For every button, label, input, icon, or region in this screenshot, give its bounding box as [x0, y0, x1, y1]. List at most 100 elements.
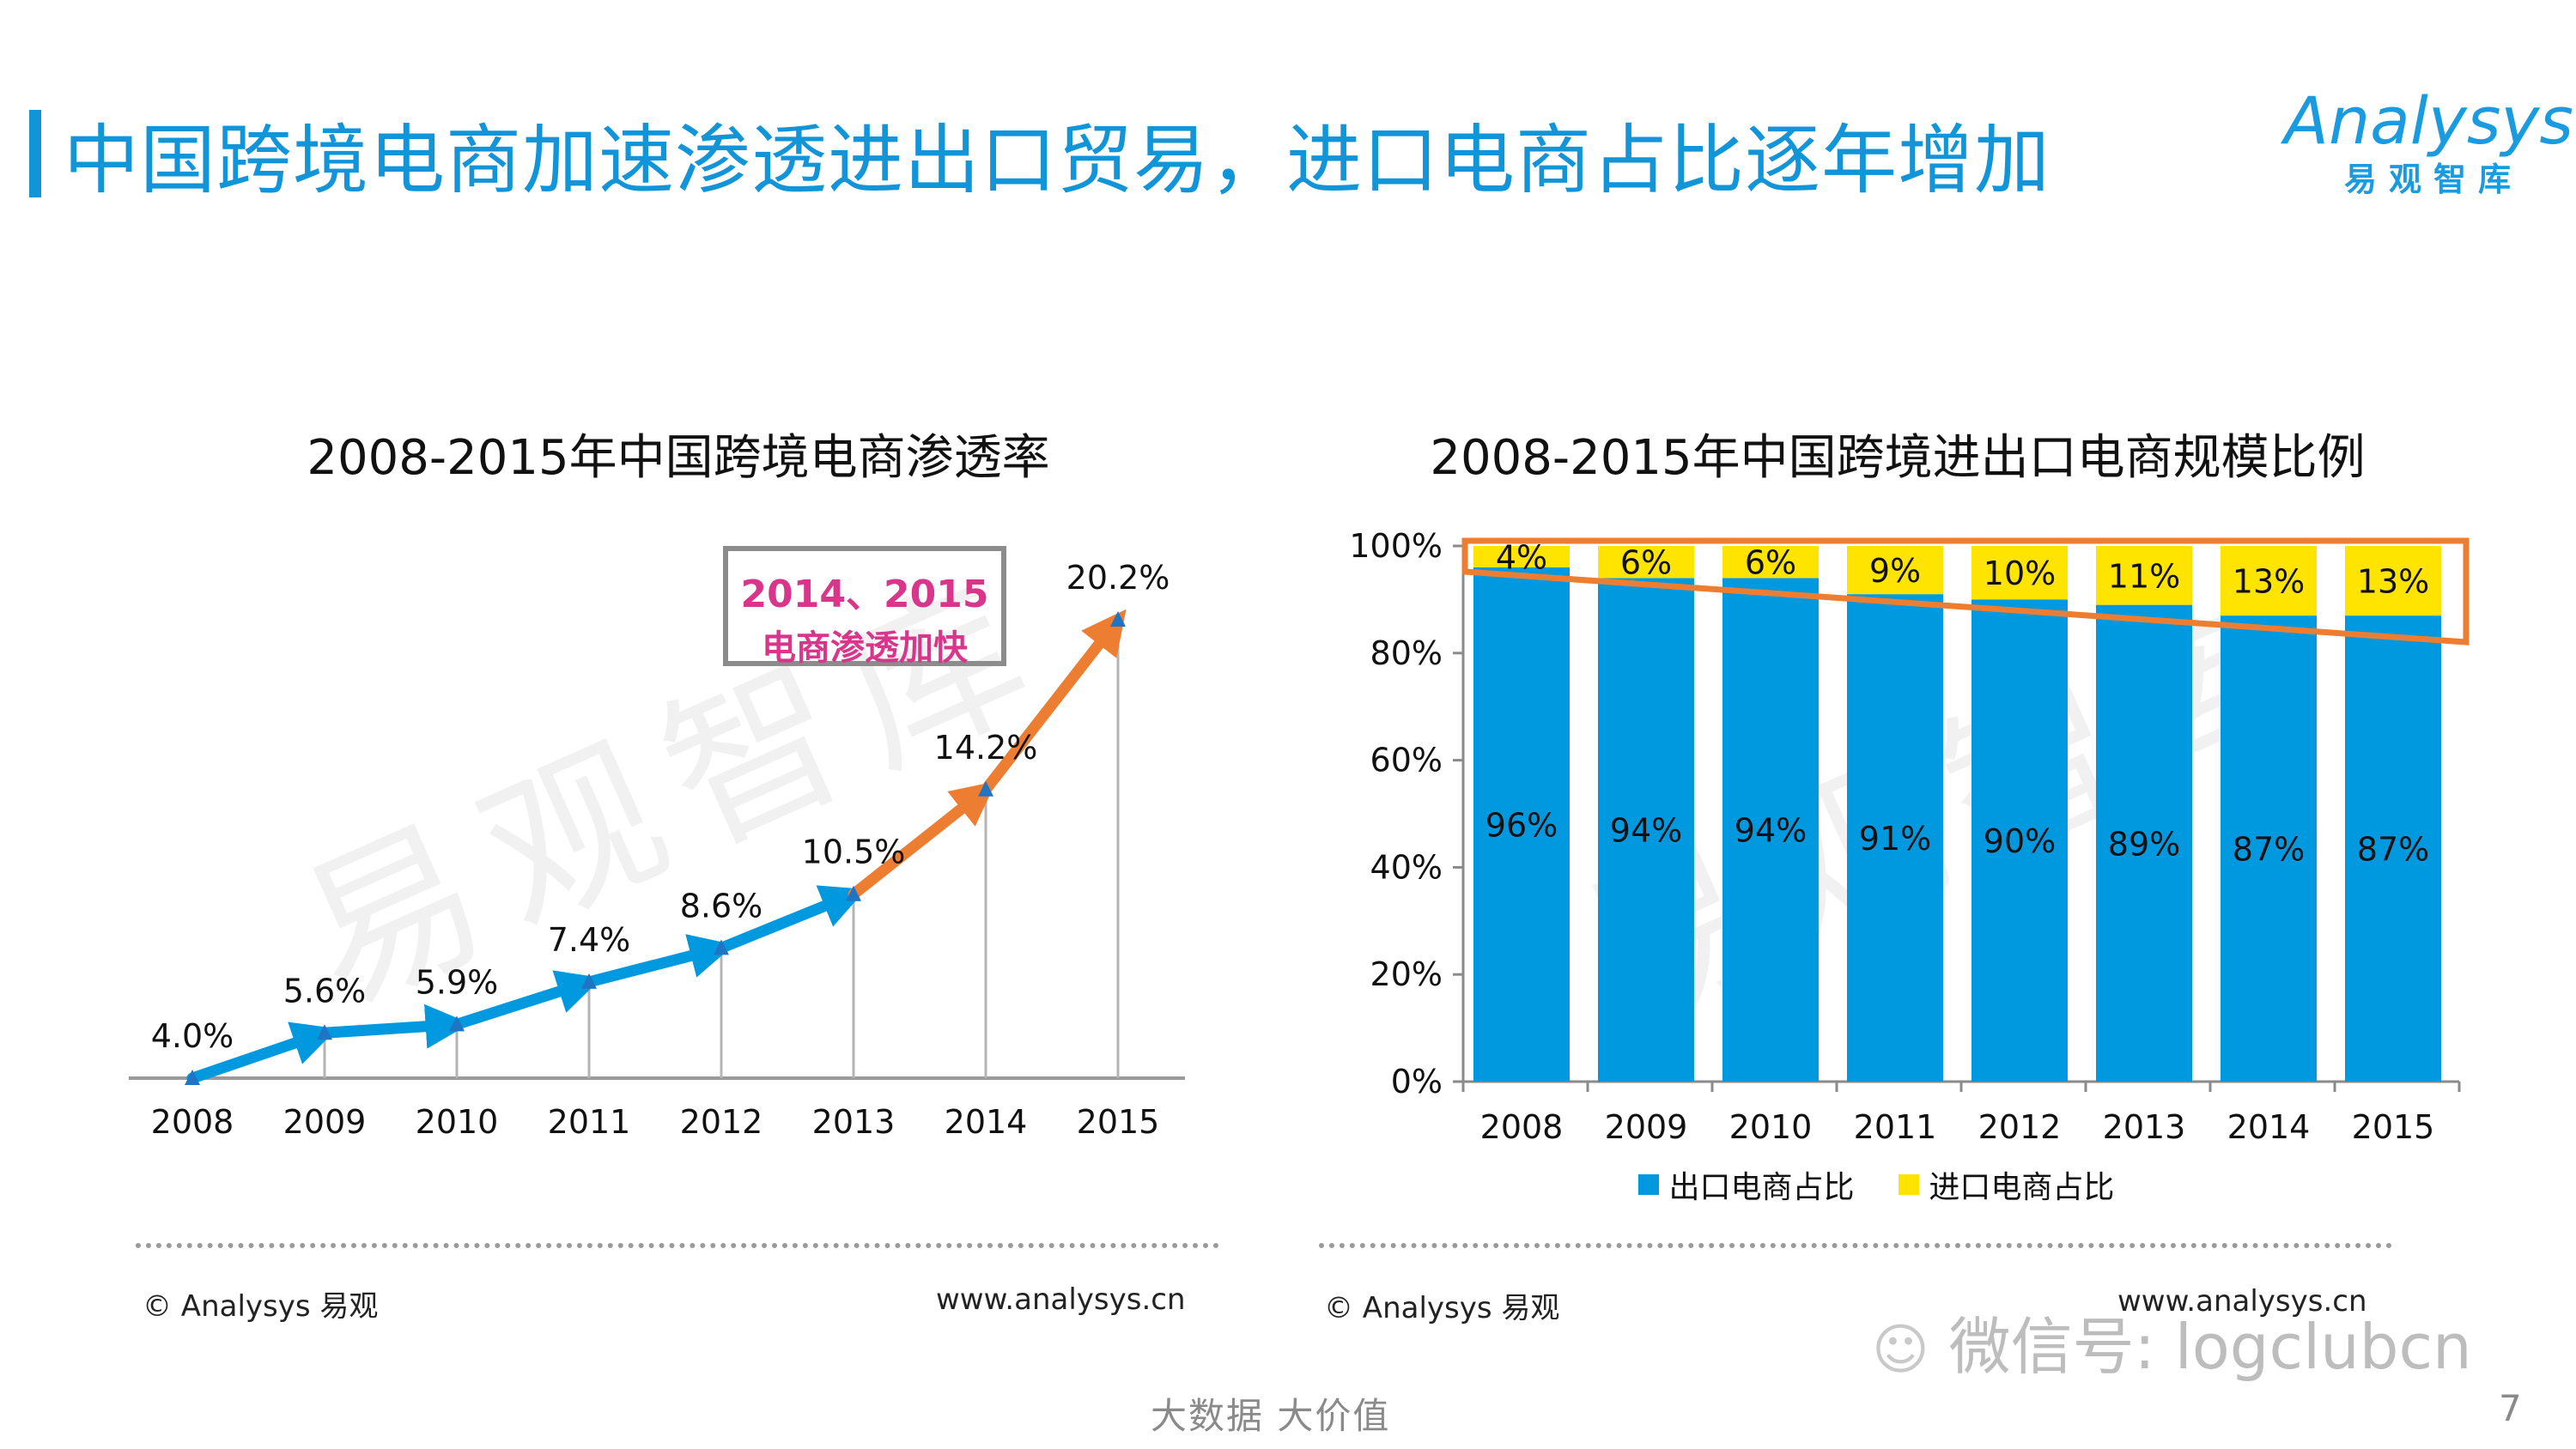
chart-legend: 出口电商占比 进口电商占比 — [1638, 1162, 2114, 1207]
title-accent-bar — [29, 110, 41, 197]
data-label: 5.9% — [416, 963, 499, 1001]
bar-export-label: 94% — [1610, 812, 1682, 850]
bar-import-label: 6% — [1620, 544, 1672, 582]
bar-export — [2096, 604, 2192, 1082]
x-tick-label: 2014 — [2227, 1108, 2311, 1146]
line-segment-highlight — [980, 609, 1127, 796]
bar-export — [2221, 615, 2317, 1082]
callout-line-1: 2014、2015 — [740, 573, 989, 616]
slide-title: 中国跨境电商加速渗透进出口贸易，进口电商占比逐年增加 — [64, 116, 2051, 204]
y-tick-label: 80% — [1370, 634, 1443, 672]
logo-text: Analysys — [2284, 82, 2573, 159]
bar-export-label: 87% — [2357, 831, 2429, 869]
x-tick-label: 2015 — [1077, 1103, 1160, 1141]
data-point — [714, 939, 729, 955]
y-tick-label: 20% — [1370, 955, 1443, 993]
x-tick-label: 2009 — [283, 1103, 367, 1141]
bar-import — [2221, 546, 2317, 616]
wechat-icon: ☺ — [1872, 1319, 1929, 1382]
right-url: www.analysys.cn — [2117, 1284, 2367, 1319]
bar-import — [2345, 546, 2441, 616]
analysys-logo: Analysys 易观智库 — [2284, 82, 2573, 203]
wechat-id: 微信号: logclubcn — [1948, 1311, 2472, 1383]
data-point — [449, 1016, 465, 1032]
data-label: 8.6% — [680, 887, 763, 925]
line-segment — [319, 1003, 471, 1049]
line-segment-highlight — [848, 781, 997, 900]
line-segment — [451, 970, 602, 1030]
line-segment — [186, 1022, 337, 1084]
bar-import-label: 9% — [1869, 552, 1921, 590]
legend-label-export: 出口电商占比 — [1668, 1170, 1855, 1205]
line-segment — [583, 934, 735, 988]
highlight-outline — [1461, 537, 2470, 646]
x-tick-label: 2008 — [151, 1103, 234, 1141]
bar-import — [1847, 546, 1943, 595]
y-tick-label: 60% — [1370, 742, 1443, 779]
bar-export — [1971, 599, 2068, 1082]
data-label: 5.6% — [283, 972, 367, 1009]
data-label: 20.2% — [1066, 559, 1170, 597]
data-point — [1110, 611, 1126, 627]
bar-export-label: 91% — [1859, 820, 1931, 858]
bar-export-label: 96% — [1485, 806, 1558, 844]
bar-import-label: 4% — [1496, 538, 1547, 576]
callout-box: 2014、2015 电商渗透加快 — [723, 546, 1006, 668]
bar-export — [1598, 578, 1694, 1082]
legend-label-import: 进口电商占比 — [1929, 1170, 2115, 1205]
legend-swatch-import — [1898, 1174, 1919, 1195]
bar-export — [1473, 567, 1570, 1082]
slogan: 大数据 大价值 — [1151, 1395, 1391, 1437]
y-tick-label: 40% — [1370, 848, 1443, 886]
bar-export-label: 87% — [2233, 831, 2305, 869]
data-label: 7.4% — [548, 921, 631, 959]
logo-subtitle: 易观智库 — [2344, 161, 2524, 198]
right-copyright: © Analysys 易观 — [1324, 1291, 1560, 1325]
x-tick-label: 2011 — [1854, 1108, 1937, 1146]
bar-import-label: 13% — [2233, 563, 2305, 601]
bar-import — [1971, 546, 2068, 600]
x-tick-label: 2014 — [945, 1103, 1028, 1141]
bar-import-label: 13% — [2357, 563, 2429, 601]
bar-import-label: 6% — [1745, 544, 1796, 582]
bar-import — [1598, 546, 1694, 579]
bar-export — [1722, 578, 1819, 1082]
x-tick-label: 2011 — [548, 1103, 631, 1141]
data-point — [581, 973, 597, 989]
left-copyright: © Analysys 易观 — [143, 1289, 379, 1324]
bar-import-label: 10% — [1984, 555, 2056, 592]
bar-import — [2096, 546, 2192, 605]
bar-import-label: 11% — [2108, 557, 2180, 595]
data-point — [317, 1024, 332, 1040]
left-chart-title: 2008-2015年中国跨境电商渗透率 — [307, 430, 1050, 486]
x-tick-label: 2013 — [2103, 1108, 2186, 1146]
page-number: 7 — [2499, 1387, 2522, 1429]
legend-swatch-export — [1638, 1174, 1659, 1195]
x-tick-label: 2010 — [416, 1103, 499, 1141]
data-point — [846, 885, 861, 901]
right-footer-divider — [1319, 1243, 2392, 1248]
right-chart-title: 2008-2015年中国跨境进出口电商规模比例 — [1430, 430, 2366, 486]
x-tick-label: 2012 — [680, 1103, 763, 1141]
data-label: 14.2% — [934, 729, 1038, 767]
data-point — [185, 1070, 200, 1085]
x-tick-label: 2010 — [1729, 1108, 1813, 1146]
y-tick-label: 100% — [1349, 527, 1443, 565]
bar-export-label: 89% — [2108, 825, 2180, 863]
bar-export — [1847, 594, 1943, 1082]
bar-export-label: 94% — [1735, 812, 1807, 850]
y-tick-label: 0% — [1391, 1063, 1443, 1100]
x-tick-label: 2013 — [812, 1103, 896, 1141]
bar-export — [2345, 615, 2441, 1082]
data-label: 10.5% — [802, 834, 906, 871]
x-tick-label: 2009 — [1605, 1108, 1688, 1146]
line-segment — [715, 885, 866, 954]
wechat-watermark: ☺ 微信号: logclubcn — [1872, 1296, 2472, 1386]
left-url: www.analysys.cn — [936, 1282, 1186, 1317]
bar-import — [1722, 546, 1819, 579]
x-tick-label: 2012 — [1978, 1108, 2062, 1146]
data-point — [978, 780, 993, 797]
x-tick-label: 2008 — [1480, 1108, 1564, 1146]
x-tick-label: 2015 — [2352, 1108, 2435, 1146]
